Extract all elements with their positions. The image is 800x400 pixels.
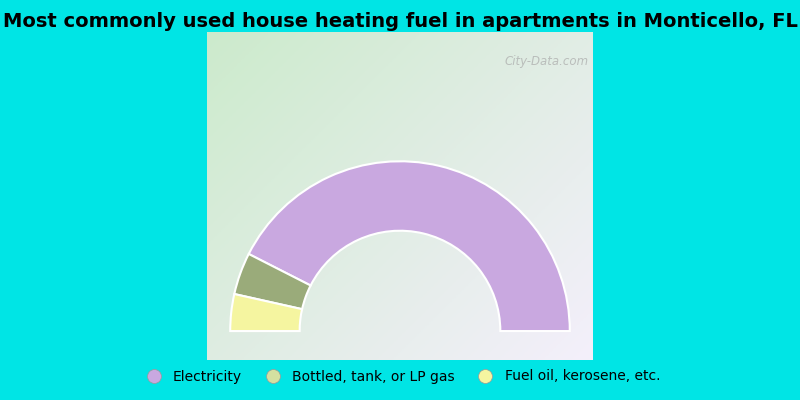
Text: Most commonly used house heating fuel in apartments in Monticello, FL: Most commonly used house heating fuel in… [2,12,798,31]
Wedge shape [230,294,302,331]
Wedge shape [234,254,310,309]
Wedge shape [249,161,570,331]
Legend: Electricity, Bottled, tank, or LP gas, Fuel oil, kerosene, etc.: Electricity, Bottled, tank, or LP gas, F… [134,364,666,389]
Text: City-Data.com: City-Data.com [505,55,589,68]
